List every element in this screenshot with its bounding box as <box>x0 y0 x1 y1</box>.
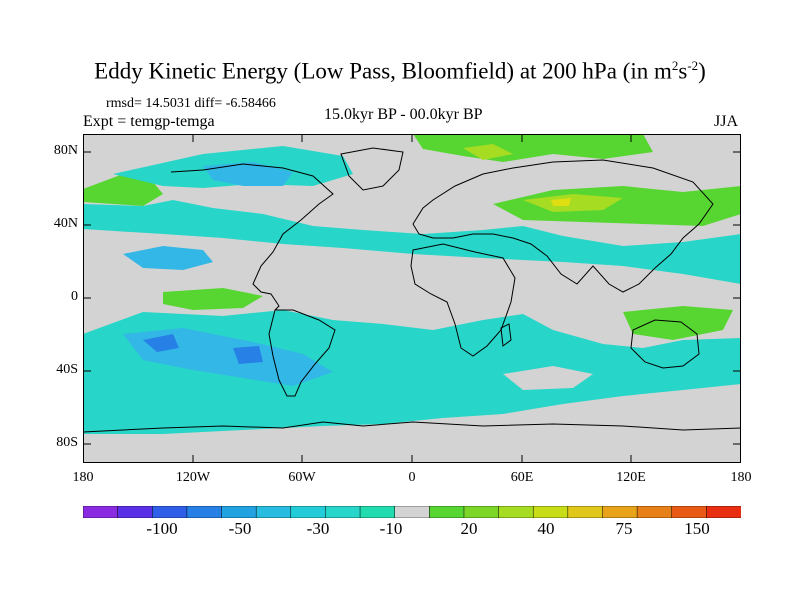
colorbar-label-minus100: -100 <box>146 519 178 538</box>
lon-label-120w: 120W <box>175 470 211 485</box>
field-gray-patch-atlantic <box>383 292 443 314</box>
colorbar-label-minus10: -10 <box>379 519 403 538</box>
lon-label-0: 0 <box>408 470 416 485</box>
tick-marks <box>83 134 741 463</box>
colorbar-swatch <box>636 506 673 518</box>
field-yellow-asia <box>551 198 571 206</box>
lon-label-120e: 120E <box>616 470 646 485</box>
field-cyan-north-pacific <box>83 200 741 284</box>
field-green-tropics <box>163 288 263 310</box>
colorbar-swatch <box>463 506 500 518</box>
anomaly-field <box>83 134 741 434</box>
colorbar-swatch <box>325 506 361 518</box>
stats-label: rmsd= 14.5031 diff= -6.58466 <box>106 96 276 111</box>
colorbar-label-40: 40 <box>537 519 555 538</box>
lat-label-80s: 80S <box>56 435 78 450</box>
lon-label-60w: 60W <box>288 470 316 485</box>
lon-label-180w: 180 <box>72 470 94 485</box>
lat-label-40n: 40N <box>53 216 78 231</box>
colorbar-swatch <box>83 506 119 518</box>
colorbar <box>83 506 741 518</box>
field-yellowgreen-arctic <box>463 144 513 160</box>
period-label: 15.0kyr BP - 00.0kyr BP <box>324 106 483 123</box>
colorbar-swatch <box>290 506 327 518</box>
field-yellowgreen-asia <box>523 194 623 212</box>
coast-antarctica <box>83 421 741 433</box>
field-deepblue-south-pacific-2 <box>233 346 263 364</box>
lat-label-0: 0 <box>71 289 78 304</box>
plot-title: Eddy Kinetic Energy (Low Pass, Bloomfiel… <box>94 58 706 84</box>
lat-label-40s: 40S <box>56 362 78 377</box>
lon-label-60e: 60E <box>510 470 534 485</box>
colorbar-label-20: 20 <box>460 519 478 538</box>
colorbar-swatch <box>498 506 534 518</box>
lon-label-180e: 180 <box>730 470 752 485</box>
colorbar-swatch <box>602 506 638 518</box>
colorbar-label-minus50: -50 <box>228 519 252 538</box>
field-gray-patch-south <box>503 366 593 390</box>
colorbar-swatch <box>221 506 257 518</box>
colorbar-swatch <box>706 506 741 518</box>
coast-greenland <box>340 147 404 191</box>
colorbar-label-75: 75 <box>615 519 633 538</box>
colorbar-swatch <box>429 506 465 518</box>
season-label: JJA <box>714 113 739 130</box>
field-deepblue-south-pacific <box>143 334 179 352</box>
experiment-label: Expt = temgp-temga <box>83 113 215 130</box>
colorbar-swatch <box>117 506 154 518</box>
coast-north-america <box>170 163 334 311</box>
coast-eurasia <box>412 159 714 293</box>
colorbar-label-minus30: -30 <box>306 519 330 538</box>
lat-label-80n: 80N <box>53 143 78 158</box>
coastlines <box>83 147 741 433</box>
field-blue-canada <box>203 162 293 186</box>
colorbar-swatch <box>186 506 223 518</box>
field-green-north <box>83 174 163 206</box>
field-green-indian <box>623 306 733 340</box>
coast-south-america <box>268 309 336 397</box>
colorbar-swatch <box>152 506 188 518</box>
colorbar-swatch <box>255 506 292 518</box>
map-panel <box>83 134 741 463</box>
field-green-arctic <box>413 134 653 162</box>
colorbar-label-150: 150 <box>684 519 710 538</box>
colorbar-swatch <box>567 506 604 518</box>
field-blue-north-pacific <box>123 246 213 270</box>
field-green-asia <box>493 186 741 226</box>
coast-australia <box>630 319 700 369</box>
coast-africa <box>410 243 516 357</box>
colorbar-swatch <box>671 506 708 518</box>
colorbar-swatch <box>359 506 396 518</box>
colorbar-swatch <box>394 506 431 518</box>
coast-madagascar <box>500 323 512 347</box>
colorbar-swatch <box>532 506 569 518</box>
